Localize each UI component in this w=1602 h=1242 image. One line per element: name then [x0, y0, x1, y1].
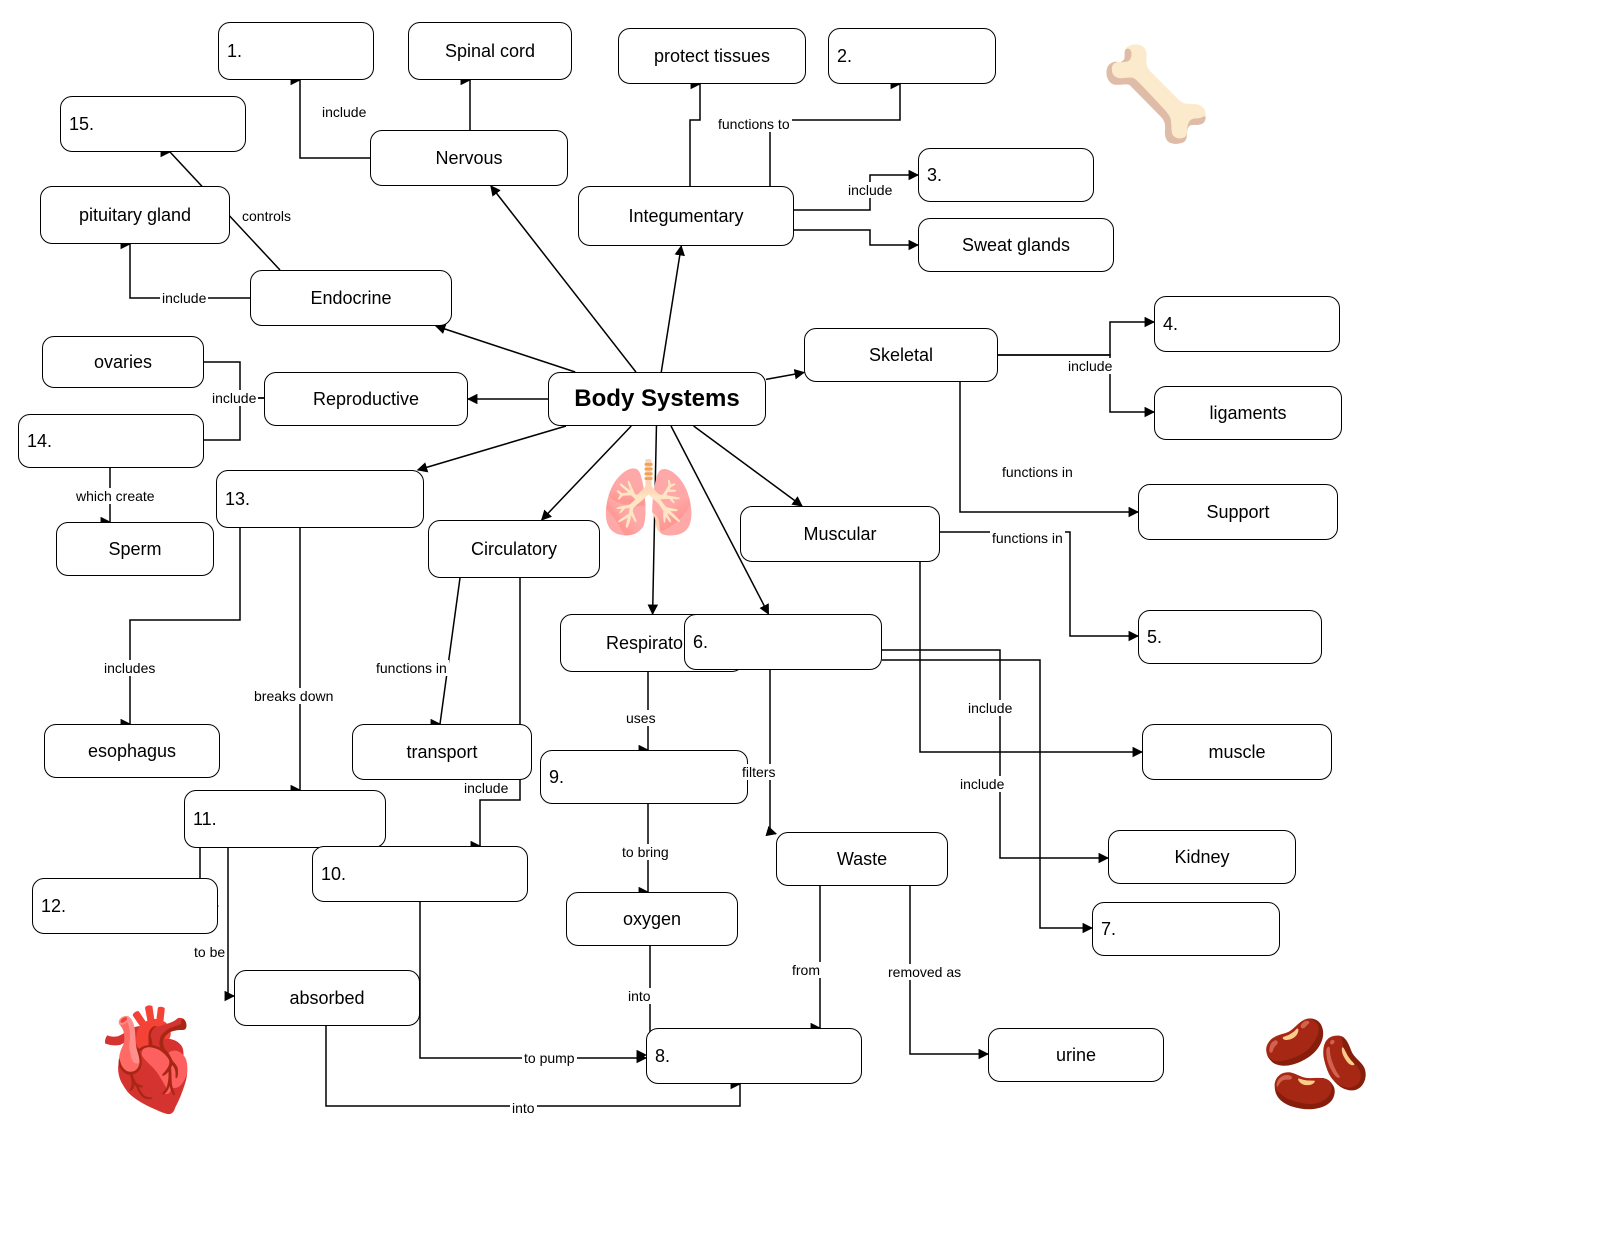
node-support: Support [1138, 484, 1338, 540]
concept-map-canvas: 🦴 🫁 🫀 🫘 Body Systems 1. Spinal cord Nervous… [0, 0, 1602, 1242]
node-n15: 15. [60, 96, 246, 152]
node-pituitary: pituitary gland [40, 186, 230, 244]
node-n10: 10. [312, 846, 528, 902]
node-sperm: Sperm [56, 522, 214, 576]
node-n12: 12. [32, 878, 218, 934]
node-n4: 4. [1154, 296, 1340, 352]
node-n14: 14. [18, 414, 204, 468]
edge-label-integumentary-protect: functions to [716, 116, 792, 132]
node-skeletal: Skeletal [804, 328, 998, 382]
node-n9: 9. [540, 750, 748, 804]
edge-label-skeletal-support: functions in [1000, 464, 1075, 480]
edge-label-muscular-n5: functions in [990, 530, 1065, 546]
node-n3: 3. [918, 148, 1094, 202]
edge-label-integumentary-n3: include [846, 182, 894, 198]
node-urine: urine [988, 1028, 1164, 1082]
edge-n11-absorbed [228, 848, 234, 996]
node-n2: 2. [828, 28, 996, 84]
edge-label-n6-waste: filters [740, 764, 777, 780]
edge-label-circulatory-transport: functions in [374, 660, 449, 676]
node-reproductive: Reproductive [264, 372, 468, 426]
edge-label-endocrine-n15: controls [240, 208, 293, 224]
edge-muscular-muscle [920, 562, 1142, 752]
edge-skeletal-support [960, 382, 1138, 512]
edge-label-waste-n8: from [790, 962, 822, 978]
edge-label-n13-esophagus: includes [102, 660, 157, 676]
edge-label-muscular-muscle: include [966, 700, 1014, 716]
node-sweat_glands: Sweat glands [918, 218, 1114, 272]
edge-label-reproductive-ovaries: include [210, 390, 258, 406]
edge-body_systems-muscular [694, 426, 802, 506]
node-n11: 11. [184, 790, 386, 848]
lungs-icon: 🫁 [600, 460, 697, 538]
node-n6: 6. [684, 614, 882, 670]
node-integumentary: Integumentary [578, 186, 794, 246]
edge-integumentary-sweat_glands [794, 230, 918, 245]
edge-label-nervous-n1: include [320, 104, 368, 120]
node-n13: 13. [216, 470, 424, 528]
node-absorbed: absorbed [234, 970, 420, 1026]
edge-n6-waste [770, 670, 776, 834]
kidney-icon: 🫘 [1260, 1020, 1372, 1110]
edge-label-n11-absorbed: to be [192, 944, 227, 960]
edge-circulatory-transport [440, 578, 460, 724]
node-ovaries: ovaries [42, 336, 204, 388]
edge-label-n10-n8: to pump [522, 1050, 577, 1066]
node-n8: 8. [646, 1028, 862, 1084]
node-n1: 1. [218, 22, 374, 80]
edge-integumentary-n2 [770, 84, 900, 186]
edge-n6-kidney [882, 650, 1108, 858]
edge-body_systems-skeletal [766, 372, 804, 379]
edge-label-n13-n11: breaks down [252, 688, 335, 704]
node-muscle: muscle [1142, 724, 1332, 780]
node-transport: transport [352, 724, 532, 780]
edge-body_systems-endocrine [436, 326, 575, 372]
edge-label-endocrine-pituitary: include [160, 290, 208, 306]
node-nervous: Nervous [370, 130, 568, 186]
node-kidney: Kidney [1108, 830, 1296, 884]
node-body_systems: Body Systems [548, 372, 766, 426]
node-circulatory: Circulatory [428, 520, 600, 578]
edge-integumentary-protect [690, 84, 700, 186]
edge-label-waste-urine: removed as [886, 964, 963, 980]
node-protect: protect tissues [618, 28, 806, 84]
edge-body_systems-n13 [418, 426, 566, 470]
edge-circulatory-n10 [480, 578, 520, 846]
node-endocrine: Endocrine [250, 270, 452, 326]
edge-label-n6-kidney: include [958, 776, 1006, 792]
edge-muscular-n5 [940, 532, 1138, 636]
node-waste: Waste [776, 832, 948, 886]
node-n7: 7. [1092, 902, 1280, 956]
edge-label-oxygen-n8: into [626, 988, 653, 1004]
node-muscular: Muscular [740, 506, 940, 562]
edge-body_systems-integumentary [661, 246, 681, 372]
bone-icon: 🦴 [1100, 50, 1212, 140]
node-oxygen: oxygen [566, 892, 738, 946]
edge-label-skeletal-n4: include [1066, 358, 1114, 374]
node-n5: 5. [1138, 610, 1322, 664]
node-ligaments: ligaments [1154, 386, 1342, 440]
liver-icon: 🫀 [90, 1010, 215, 1110]
node-esophagus: esophagus [44, 724, 220, 778]
edge-label-n14-sperm: which create [74, 488, 157, 504]
edge-label-absorbed-n8: into [510, 1100, 537, 1116]
edge-skeletal-n4 [998, 322, 1154, 355]
edge-label-circulatory-n10: include [462, 780, 510, 796]
node-spinal_cord: Spinal cord [408, 22, 572, 80]
edge-label-respiratory-n9: uses [624, 710, 658, 726]
edge-label-n9-oxygen: to bring [620, 844, 671, 860]
